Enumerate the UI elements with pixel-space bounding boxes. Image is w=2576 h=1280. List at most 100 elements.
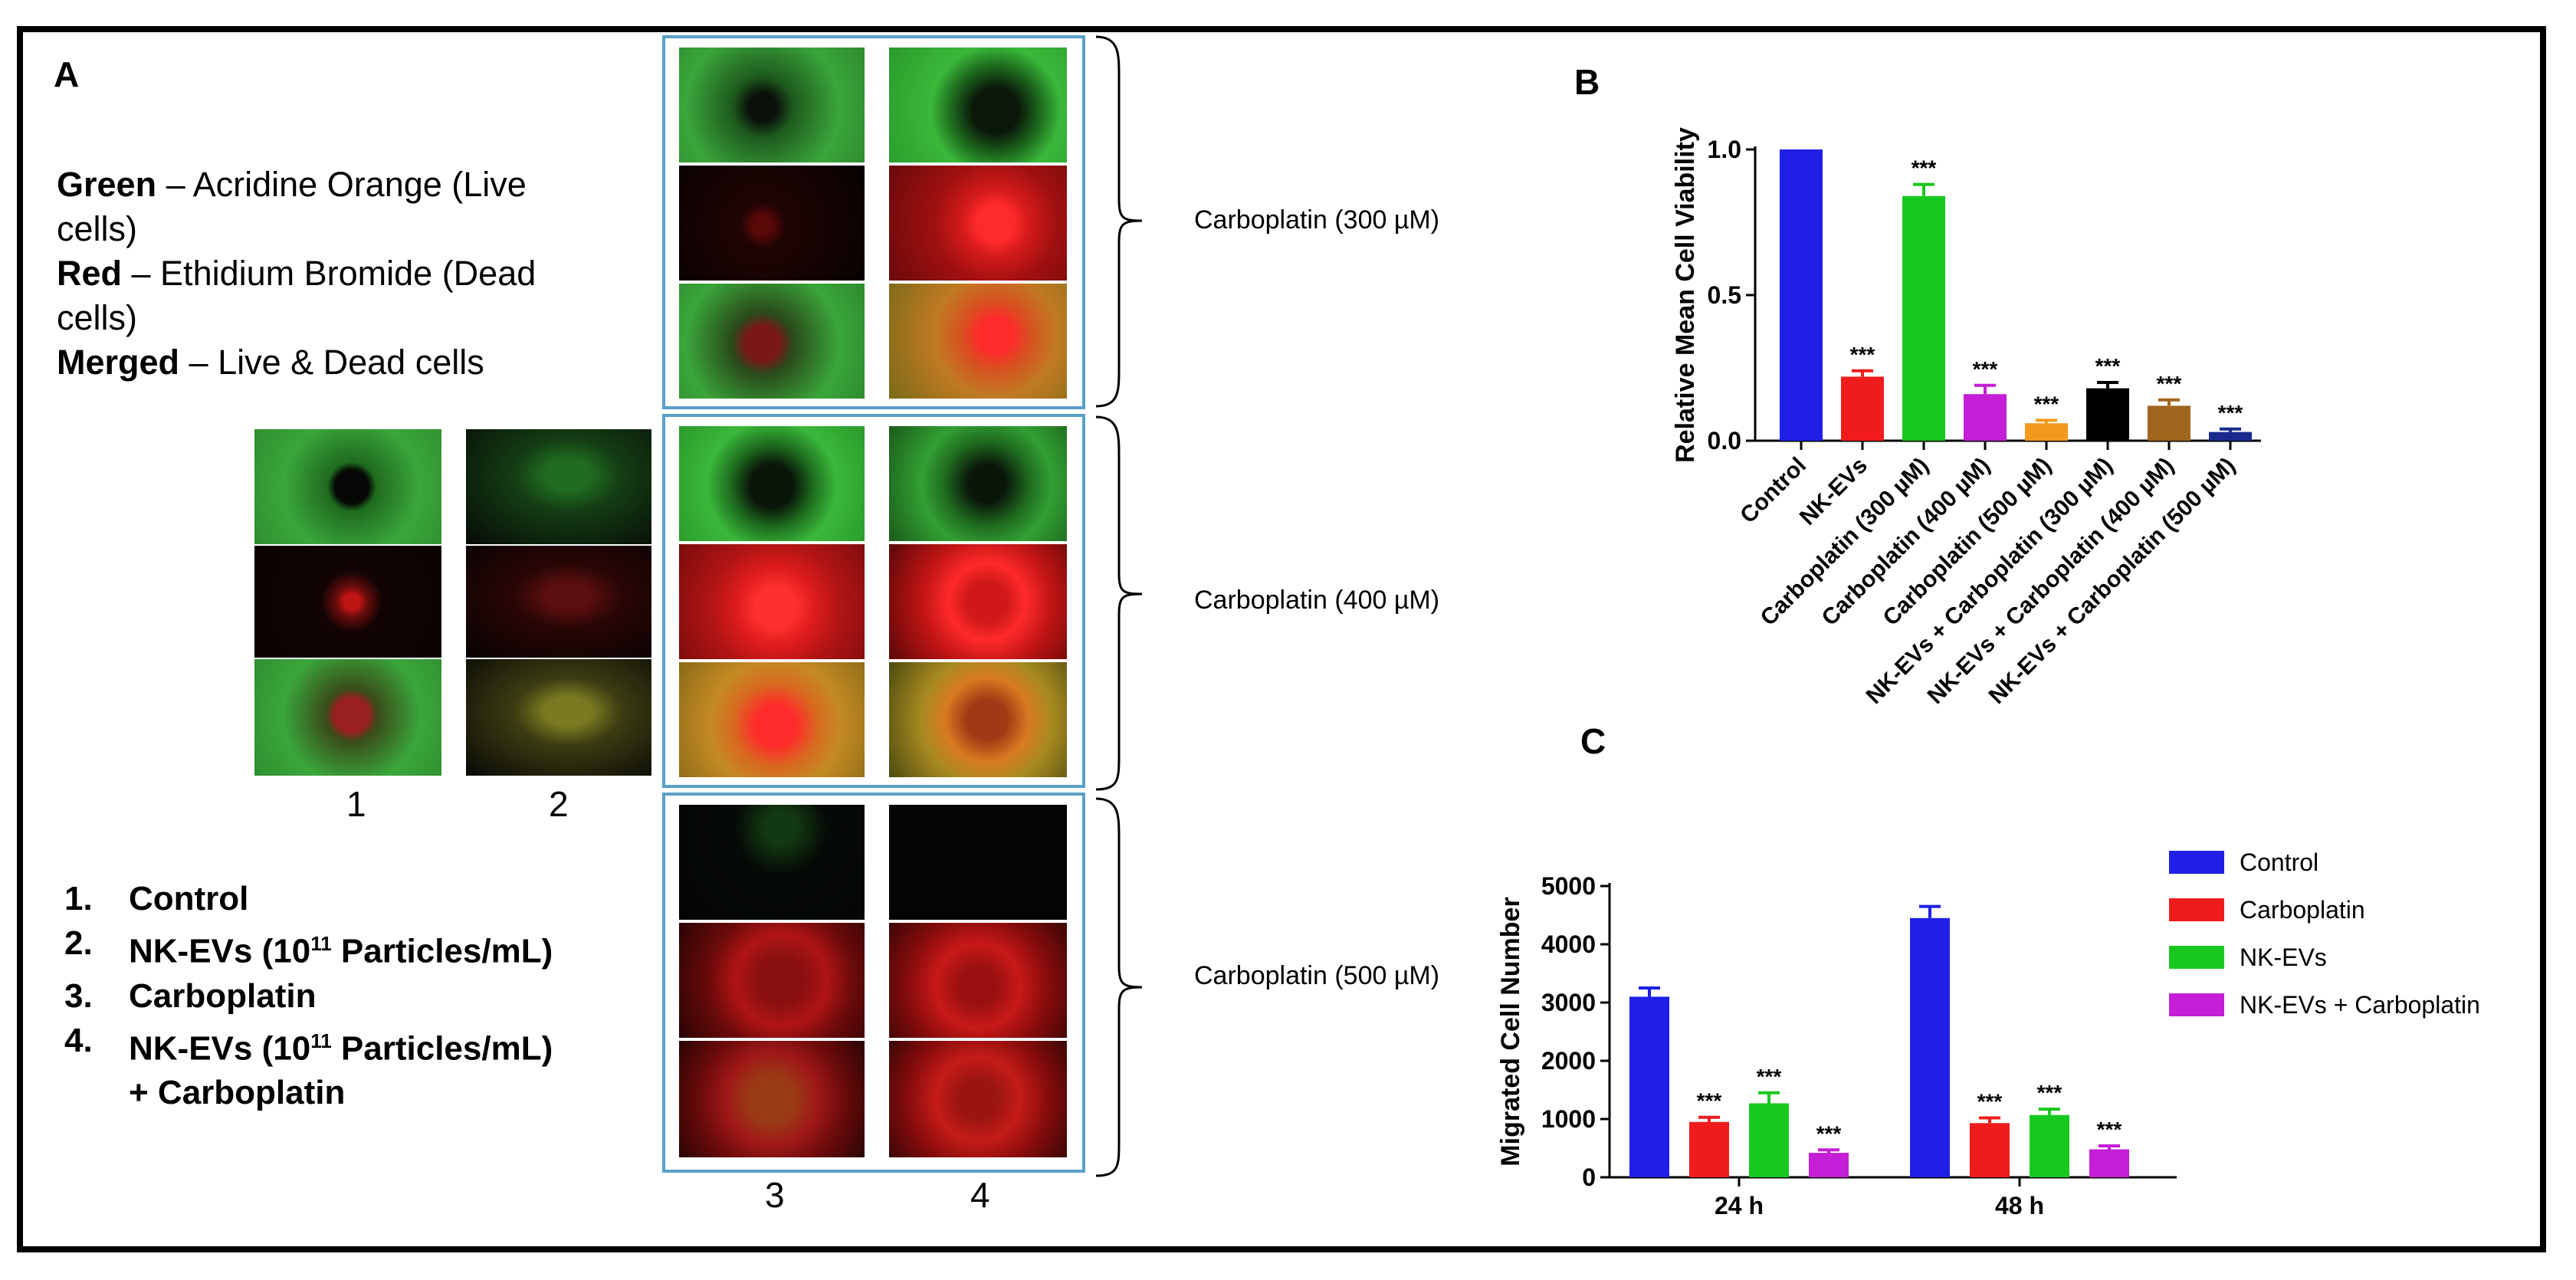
chart-c-xtick-label: 24 h — [1715, 1192, 1764, 1219]
chart-b-significance: *** — [1850, 343, 1875, 366]
micrograph-500-col4-green — [889, 805, 1067, 920]
micrograph-400-col4-merged — [889, 662, 1067, 777]
micrograph-400-col4-red — [889, 544, 1067, 659]
chart-b-bar — [2209, 432, 2252, 441]
chart-c-bar — [1910, 917, 1950, 1177]
micrograph-500-col4-merged — [889, 1041, 1067, 1157]
chart-c-significance: *** — [1977, 1089, 2003, 1113]
dose-box-500 — [662, 793, 1085, 1173]
chart-c-legend-swatch — [2169, 898, 2224, 921]
micrograph-col1-green — [254, 429, 441, 544]
chart-b-significance: *** — [2095, 354, 2121, 378]
stain-legend-merged: Merged – Live & Dead cells — [57, 343, 484, 382]
chart-c-ytick-label: 4000 — [1541, 930, 1596, 958]
micrograph-col2-red — [466, 546, 651, 658]
chart-b-significance: *** — [2218, 401, 2243, 425]
stain-legend-green: Green – Acridine Orange (Live cells) — [57, 165, 527, 248]
chart-b-significance: *** — [2034, 392, 2059, 415]
chart-c-bar — [2030, 1114, 2069, 1177]
micrograph-500-col3-red — [679, 923, 865, 1038]
dose-braces — [1095, 35, 1143, 1177]
micrograph-col1-red — [254, 546, 441, 658]
group-item-1: 1. Control — [64, 880, 249, 917]
micrograph-300-col3-red — [679, 166, 865, 281]
chart-c-ytick-label: 1000 — [1541, 1105, 1596, 1133]
group-list: 1. Control 2. NK-EVs (1011 Particles/mL) 3… — [64, 877, 553, 1115]
micrograph-300-col4-red — [889, 166, 1067, 281]
brace-500 — [1095, 797, 1143, 1177]
chart-b-viability: Relative Mean Cell Viability 0.00.51.0Con… — [1671, 127, 2261, 709]
chart-c-bar — [1749, 1103, 1789, 1177]
chart-c-significance: *** — [1757, 1065, 1782, 1088]
chart-c-legend-label: Carboplatin — [2240, 896, 2365, 924]
dose-label-400: Carboplatin (400 µM) — [1194, 586, 1440, 615]
chart-b-bar — [2086, 388, 2129, 441]
micrograph-300-col4-merged — [889, 284, 1067, 399]
chart-c-legend-swatch — [2169, 993, 2224, 1016]
dose-label-500: Carboplatin (500 µM) — [1194, 961, 1440, 990]
column-label-4: 4 — [970, 1175, 990, 1215]
chart-b-significance: *** — [1911, 156, 1937, 180]
chart-c-xtick-label: 48 h — [1995, 1192, 2044, 1219]
chart-c-ylabel: Migrated Cell Number — [1496, 897, 1525, 1166]
micrograph-300-col4-green — [889, 48, 1067, 162]
column-label-3: 3 — [765, 1175, 785, 1215]
panel-a-label: A — [54, 54, 80, 94]
chart-c-legend-label: NK-EVs + Carboplatin — [2240, 991, 2480, 1019]
chart-c-significance: *** — [1697, 1089, 1722, 1113]
chart-b-significance: *** — [1973, 357, 1998, 381]
chart-c-legend-swatch — [2169, 851, 2224, 874]
panel-c-label: C — [1580, 721, 1606, 761]
micrograph-col2-green — [466, 429, 651, 544]
chart-b-bar — [1841, 376, 1884, 441]
micrograph-500-col3-merged — [679, 1041, 865, 1157]
chart-c-bar — [1970, 1123, 2010, 1177]
micrograph-500-col4-red — [889, 923, 1067, 1038]
micrograph-col1-merged — [254, 659, 441, 776]
chart-c-legend-swatch — [2169, 946, 2224, 969]
micrograph-300-col3-green — [679, 48, 865, 162]
figure-frame — [17, 26, 2546, 1252]
dose-box-400 — [662, 414, 1085, 788]
chart-c-migration: Migrated Cell Number 0 1000 2000 3000 4000 500… — [1496, 848, 2480, 1219]
micrograph-col2-merged — [466, 659, 651, 776]
column-label-1: 1 — [346, 784, 366, 824]
brace-300 — [1095, 35, 1143, 408]
chart-c-ytick-label: 0 — [1582, 1163, 1596, 1191]
chart-c-significance: *** — [1816, 1121, 1842, 1145]
chart-b-bar — [2025, 423, 2068, 441]
chart-b-bar — [1780, 149, 1823, 441]
micrograph-400-col3-red — [679, 544, 865, 659]
group-item-3: 3. Carboplatin — [64, 976, 317, 1015]
micrograph-300-col3-merged — [679, 284, 865, 399]
chart-c-ytick-label: 3000 — [1541, 989, 1596, 1016]
chart-b-ytick-label: 0.5 — [1708, 281, 1741, 309]
chart-c-significance: *** — [2037, 1081, 2062, 1104]
group-item-2: 2. NK-EVs (1011 Particles/mL) — [64, 924, 553, 970]
chart-b-bar — [1902, 195, 1945, 441]
micrograph-500-col3-green — [679, 805, 865, 920]
dose-label-300: Carboplatin (300 µM) — [1194, 205, 1440, 235]
brace-400 — [1095, 415, 1143, 791]
chart-c-ytick-label: 5000 — [1541, 872, 1596, 900]
dose-box-300 — [662, 35, 1085, 409]
chart-c-bar — [1689, 1121, 1729, 1177]
chart-b-bar — [2148, 405, 2190, 441]
panel-b-label: B — [1574, 62, 1600, 102]
chart-c-bar — [2089, 1149, 2129, 1177]
chart-b-ytick-label: 1.0 — [1708, 136, 1741, 163]
micrograph-400-col3-green — [679, 426, 865, 541]
stain-legend: Green – Acridine Orange (Live cells) Red… — [57, 162, 593, 385]
chart-c-bar — [1809, 1153, 1849, 1177]
chart-c-significance: *** — [2097, 1118, 2122, 1141]
chart-b-significance: *** — [2157, 372, 2182, 395]
stain-legend-red: Red – Ethidium Bromide (Dead cells) — [57, 254, 537, 337]
chart-b-ylabel: Relative Mean Cell Viability — [1671, 127, 1700, 463]
group-item-4: 4. NK-EVs (1011 Particles/mL) + Carboplati… — [64, 1021, 553, 1112]
chart-b-bar — [1964, 394, 2007, 441]
column-label-2: 2 — [549, 784, 569, 824]
micrograph-400-col3-merged — [679, 662, 865, 777]
chart-c-bar — [1629, 996, 1669, 1177]
micrograph-400-col4-green — [889, 426, 1067, 541]
chart-c-legend-label: NK-EVs — [2240, 944, 2327, 971]
